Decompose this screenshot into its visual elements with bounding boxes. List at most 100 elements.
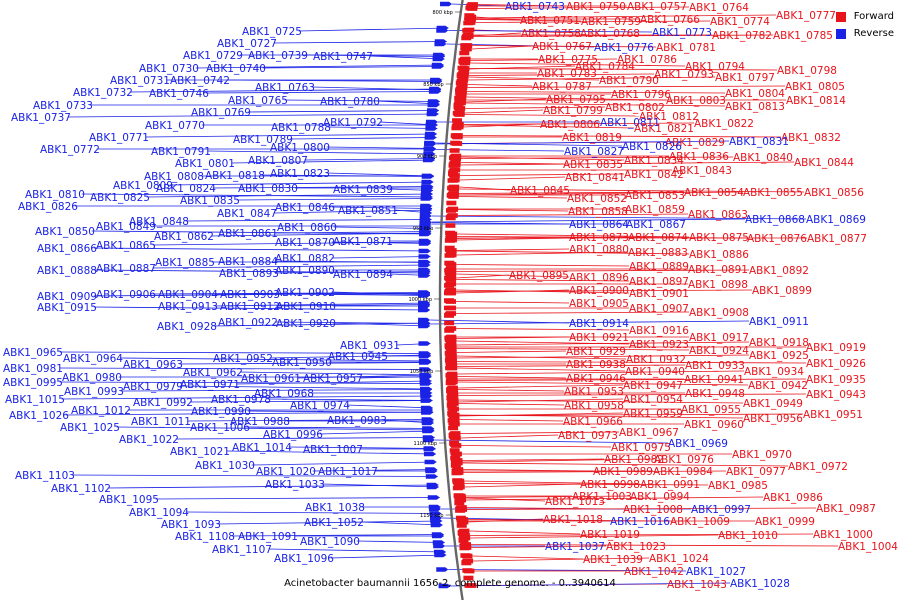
gene-label-abk1_0725[interactable]: ABK1_0725 [242, 26, 302, 38]
gene-label-abk1_0885[interactable]: ABK1_0885 [155, 257, 215, 269]
gene-label-abk1_0733[interactable]: ABK1_0733 [33, 100, 93, 112]
gene-label-abk1_0830[interactable]: ABK1_0830 [238, 183, 298, 195]
gene-label-abk1_0887[interactable]: ABK1_0887 [96, 263, 156, 275]
gene-label-abk1_1016[interactable]: ABK1_1016 [610, 516, 670, 528]
gene-label-abk1_0923[interactable]: ABK1_0923 [629, 339, 689, 351]
gene-label-abk1_0866[interactable]: ABK1_0866 [37, 243, 97, 255]
gene-label-abk1_0780[interactable]: ABK1_0780 [320, 96, 380, 108]
gene-label-abk1_0953[interactable]: ABK1_0953 [564, 386, 624, 398]
gene-label-abk1_1020[interactable]: ABK1_1020 [256, 466, 316, 478]
gene-label-abk1_0957[interactable]: ABK1_0957 [303, 373, 363, 385]
gene-label-abk1_1043[interactable]: ABK1_1043 [667, 579, 727, 591]
gene-label-abk1_1033[interactable]: ABK1_1033 [265, 479, 325, 491]
gene-label-abk1_0904[interactable]: ABK1_0904 [158, 289, 218, 301]
gene-label-abk1_1094[interactable]: ABK1_1094 [129, 507, 189, 519]
gene-label-abk1_0810[interactable]: ABK1_0810 [25, 189, 85, 201]
gene-label-abk1_0827[interactable]: ABK1_0827 [564, 146, 624, 158]
gene-label-abk1_0802[interactable]: ABK1_0802 [605, 102, 665, 114]
gene-label-abk1_1014[interactable]: ABK1_1014 [232, 442, 292, 454]
gene-label-abk1_0873[interactable]: ABK1_0873 [569, 232, 629, 244]
gene-label-abk1_0835[interactable]: ABK1_0835 [180, 195, 240, 207]
gene-label-abk1_0842[interactable]: ABK1_0842 [624, 169, 684, 181]
gene-label-abk1_0826[interactable]: ABK1_0826 [18, 201, 78, 213]
gene-label-abk1_0737[interactable]: ABK1_0737 [11, 112, 71, 124]
gene-label-abk1_0768[interactable]: ABK1_0768 [580, 28, 640, 40]
gene-label-abk1_0868[interactable]: ABK1_0868 [745, 214, 805, 226]
gene-label-abk1_1015[interactable]: ABK1_1015 [5, 394, 65, 406]
gene-label-abk1_0876[interactable]: ABK1_0876 [747, 233, 807, 245]
gene-label-abk1_0959[interactable]: ABK1_0959 [623, 408, 683, 420]
gene-label-abk1_0896[interactable]: ABK1_0896 [569, 272, 629, 284]
gene-label-abk1_0969[interactable]: ABK1_0969 [668, 438, 728, 450]
gene-label-abk1_0835[interactable]: ABK1_0835 [563, 159, 623, 171]
gene-label-abk1_0772[interactable]: ABK1_0772 [40, 144, 100, 156]
gene-label-abk1_0905[interactable]: ABK1_0905 [569, 298, 629, 310]
gene-label-abk1_0750[interactable]: ABK1_0750 [566, 1, 626, 13]
gene-label-abk1_0793[interactable]: ABK1_0793 [654, 69, 714, 81]
gene-label-abk1_0987[interactable]: ABK1_0987 [816, 503, 876, 515]
gene-label-abk1_0763[interactable]: ABK1_0763 [255, 82, 315, 94]
gene-label-abk1_1023[interactable]: ABK1_1023 [606, 541, 666, 553]
gene-label-abk1_1021[interactable]: ABK1_1021 [170, 446, 230, 458]
gene-label-abk1_0869[interactable]: ABK1_0869 [806, 214, 866, 226]
gene-label-abk1_0895[interactable]: ABK1_0895 [509, 270, 569, 282]
gene-label-abk1_0863[interactable]: ABK1_0863 [688, 209, 748, 221]
gene-label-abk1_0765[interactable]: ABK1_0765 [228, 95, 288, 107]
gene-label-abk1_0860[interactable]: ABK1_0860 [277, 222, 337, 234]
gene-label-abk1_0811[interactable]: ABK1_0811 [600, 117, 660, 129]
gene-label-abk1_0921[interactable]: ABK1_0921 [569, 332, 629, 344]
gene-label-abk1_0794[interactable]: ABK1_0794 [685, 61, 745, 73]
gene-label-abk1_1037[interactable]: ABK1_1037 [545, 541, 605, 553]
gene-label-abk1_0946[interactable]: ABK1_0946 [566, 373, 626, 385]
gene-label-abk1_0996[interactable]: ABK1_0996 [263, 429, 323, 441]
gene-label-abk1_0994[interactable]: ABK1_0994 [630, 491, 690, 503]
gene-label-abk1_0932[interactable]: ABK1_0932 [626, 354, 686, 366]
gene-label-abk1_1008[interactable]: ABK1_1008 [623, 504, 683, 516]
gene-label-abk1_0743[interactable]: ABK1_0743 [505, 1, 565, 13]
gene-label-abk1_0916[interactable]: ABK1_0916 [629, 325, 689, 337]
gene-label-abk1_0951[interactable]: ABK1_0951 [803, 409, 863, 421]
gene-label-abk1_0747[interactable]: ABK1_0747 [313, 51, 373, 63]
gene-label-abk1_0767[interactable]: ABK1_0767 [532, 41, 592, 53]
gene-label-abk1_1022[interactable]: ABK1_1022 [119, 434, 179, 446]
gene-label-abk1_0798[interactable]: ABK1_0798 [777, 65, 837, 77]
gene-label-abk1_0880[interactable]: ABK1_0880 [569, 244, 629, 256]
gene-label-abk1_0975[interactable]: ABK1_0975 [611, 442, 671, 454]
gene-label-abk1_0824[interactable]: ABK1_0824 [156, 183, 216, 195]
gene-label-abk1_0861[interactable]: ABK1_0861 [218, 228, 278, 240]
gene-label-abk1_0859[interactable]: ABK1_0859 [625, 204, 685, 216]
gene-label-abk1_0864[interactable]: ABK1_0864 [569, 219, 629, 231]
gene-label-abk1_0843[interactable]: ABK1_0843 [672, 165, 732, 177]
gene-label-abk1_0924[interactable]: ABK1_0924 [689, 345, 749, 357]
gene-label-abk1_0967[interactable]: ABK1_0967 [619, 427, 679, 439]
gene-label-abk1_0906[interactable]: ABK1_0906 [96, 289, 156, 301]
gene-label-abk1_0875[interactable]: ABK1_0875 [689, 232, 749, 244]
gene-label-abk1_0803[interactable]: ABK1_0803 [666, 95, 726, 107]
gene-label-abk1_1103[interactable]: ABK1_1103 [15, 470, 75, 482]
gene-label-abk1_0914[interactable]: ABK1_0914 [569, 318, 629, 330]
gene-label-abk1_0856[interactable]: ABK1_0856 [804, 187, 864, 199]
gene-label-abk1_1102[interactable]: ABK1_1102 [51, 483, 111, 495]
gene-label-abk1_0746[interactable]: ABK1_0746 [149, 88, 209, 100]
gene-label-abk1_0836[interactable]: ABK1_0836 [669, 151, 729, 163]
gene-label-abk1_0940[interactable]: ABK1_0940 [625, 366, 685, 378]
gene-label-abk1_0956[interactable]: ABK1_0956 [743, 413, 803, 425]
gene-label-abk1_0910[interactable]: ABK1_0910 [276, 301, 336, 313]
gene-label-abk1_0839[interactable]: ABK1_0839 [333, 184, 393, 196]
gene-label-abk1_0886[interactable]: ABK1_0886 [689, 249, 749, 261]
gene-label-abk1_0874[interactable]: ABK1_0874 [628, 232, 688, 244]
gene-label-abk1_0889[interactable]: ABK1_0889 [629, 261, 689, 273]
gene-label-abk1_0795[interactable]: ABK1_0795 [546, 94, 606, 106]
gene-label-abk1_0974[interactable]: ABK1_0974 [290, 400, 350, 412]
gene-label-abk1_0950[interactable]: ABK1_0950 [272, 357, 332, 369]
gene-label-abk1_0790[interactable]: ABK1_0790 [599, 75, 659, 87]
gene-label-abk1_0918[interactable]: ABK1_0918 [749, 337, 809, 349]
gene-label-abk1_1013[interactable]: ABK1_1013 [545, 496, 605, 508]
gene-label-abk1_1096[interactable]: ABK1_1096 [274, 553, 334, 565]
gene-label-abk1_0784[interactable]: ABK1_0784 [575, 61, 635, 73]
gene-label-abk1_0982[interactable]: ABK1_0982 [604, 454, 664, 466]
gene-label-abk1_0775[interactable]: ABK1_0775 [538, 54, 598, 66]
gene-label-abk1_0865[interactable]: ABK1_0865 [96, 240, 156, 252]
gene-label-abk1_0884[interactable]: ABK1_0884 [218, 256, 278, 268]
gene-label-abk1_0751[interactable]: ABK1_0751 [520, 15, 580, 27]
